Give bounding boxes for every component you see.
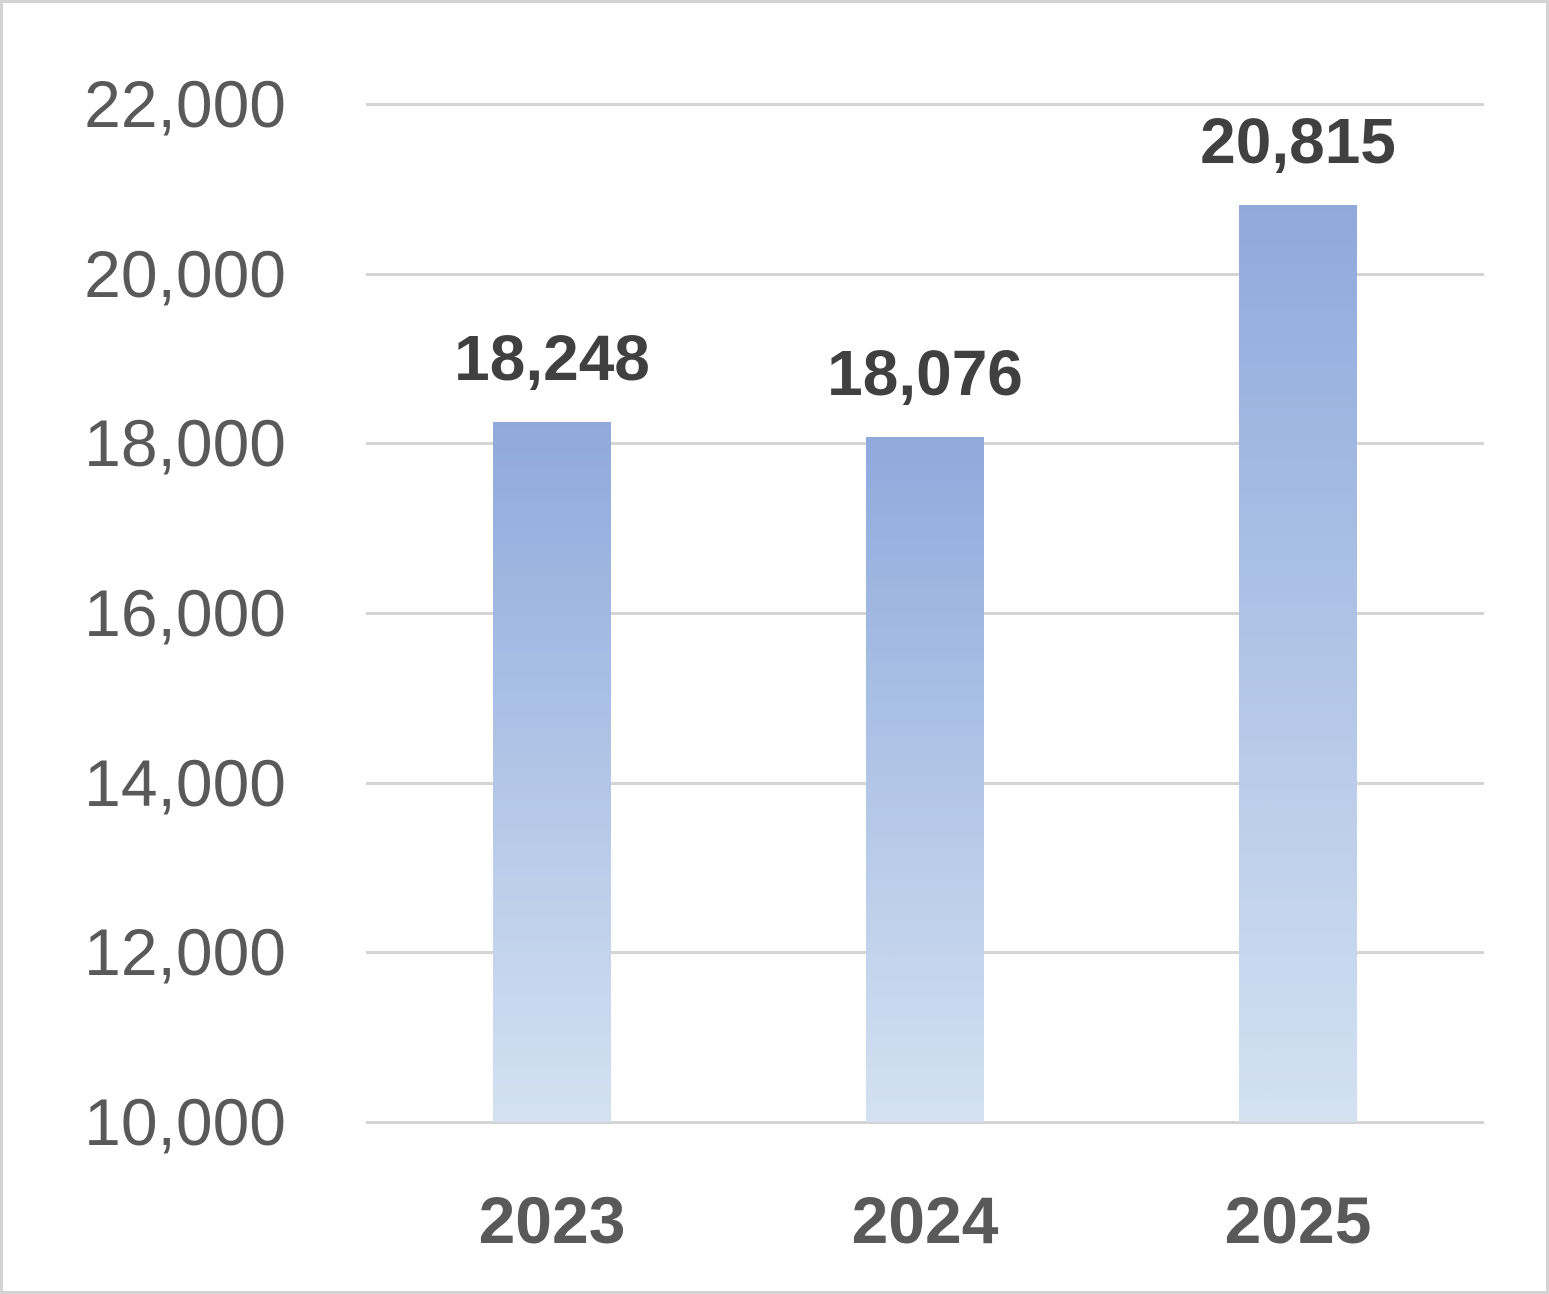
bar-2024 — [866, 437, 984, 1122]
bar-data-label: 18,248 — [454, 322, 650, 394]
gridline — [366, 1121, 1484, 1124]
y-axis-tick-label: 20,000 — [84, 237, 286, 311]
gridline — [366, 103, 1484, 106]
x-axis-category-label: 2024 — [851, 1183, 999, 1257]
plot-area: 22,000 20,000 18,000 16,000 14,000 12,000 10,0… — [3, 3, 1546, 1291]
x-axis-category-label: 2023 — [478, 1183, 626, 1257]
y-axis-tick-label: 16,000 — [84, 576, 286, 650]
x-axis-category-label: 2025 — [1224, 1183, 1372, 1257]
y-axis-tick-label: 10,000 — [84, 1085, 286, 1159]
y-axis-tick-label: 14,000 — [84, 746, 286, 820]
y-axis-tick-label: 18,000 — [84, 406, 286, 480]
bar-2025 — [1239, 205, 1357, 1122]
bar-data-label: 20,815 — [1200, 105, 1396, 177]
y-axis-tick-label: 12,000 — [84, 915, 286, 989]
gridline — [366, 273, 1484, 276]
y-axis-tick-label: 22,000 — [84, 67, 286, 141]
bar-2023 — [493, 422, 611, 1122]
bar-data-label: 18,076 — [827, 337, 1023, 409]
